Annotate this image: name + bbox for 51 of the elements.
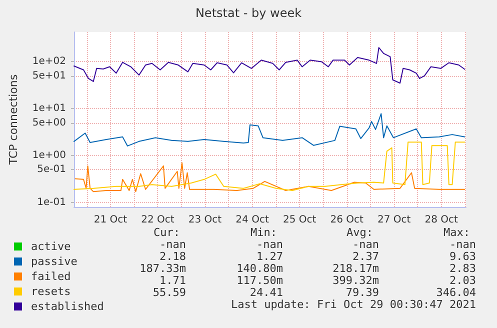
- legend-label: passive: [31, 255, 78, 268]
- text: 346.04: [436, 286, 476, 299]
- line-series: [74, 142, 466, 191]
- text: Last update: Fri Oct 29 00:30:47 2021: [230, 298, 476, 311]
- y-tick-label: 5e+00: [32, 117, 66, 128]
- text: 2.18: [160, 250, 186, 263]
- legend-label: active: [31, 240, 71, 253]
- y-tick-label: 1e-01: [37, 196, 66, 208]
- text: 79.39: [346, 286, 379, 299]
- y-tick-label: 5e-01: [37, 164, 66, 176]
- x-tick-label: 25 Oct: [282, 214, 316, 226]
- y-tick-label: 5e+01: [32, 70, 66, 82]
- text: 187.33m: [140, 262, 186, 275]
- y-axis-title: TCP connections: [7, 74, 20, 166]
- x-tick-label: 24 Oct: [236, 214, 269, 226]
- x-tick-label: 21 Oct: [94, 214, 128, 226]
- text: Min:: [250, 226, 277, 239]
- text: 24.41: [250, 286, 283, 299]
- text: -nan: [450, 238, 476, 251]
- legend-label: failed: [31, 270, 71, 283]
- text: 2.37: [352, 250, 379, 263]
- text: -nan: [256, 238, 283, 251]
- text: 218.17m: [332, 262, 380, 275]
- text: -nan: [352, 238, 379, 251]
- y-tick-label: 1e+01: [32, 103, 66, 114]
- chart-title: Netstat - by week: [195, 6, 302, 20]
- x-tick-label: 27 Oct: [378, 214, 411, 226]
- text: 117.50m: [236, 274, 284, 287]
- line-series: [74, 47, 466, 84]
- text: 2.03: [450, 274, 476, 287]
- line-series: [74, 162, 466, 192]
- legend-label: established: [31, 300, 104, 313]
- text: -nan: [160, 238, 186, 251]
- text: 9.63: [450, 250, 476, 263]
- text: 1.27: [256, 250, 283, 263]
- y-tick-label: 1e+00: [32, 150, 66, 162]
- x-tick-label: 26 Oct: [330, 214, 364, 226]
- text: 1.71: [160, 274, 186, 287]
- x-tick-label: 28 Oct: [424, 214, 458, 226]
- line-series: [74, 113, 466, 146]
- x-tick-label: 23 Oct: [188, 214, 222, 226]
- text: 399.32m: [332, 274, 380, 287]
- text: Max:: [444, 226, 470, 239]
- text: 2.83: [450, 262, 476, 275]
- y-tick-label: 1e+02: [32, 56, 66, 68]
- text: Avg:: [346, 226, 373, 239]
- text: 140.80m: [236, 262, 284, 275]
- x-tick-label: 22 Oct: [141, 214, 174, 226]
- text: Cur:: [154, 226, 180, 239]
- text: 55.59: [152, 286, 186, 299]
- legend-label: resets: [31, 285, 71, 298]
